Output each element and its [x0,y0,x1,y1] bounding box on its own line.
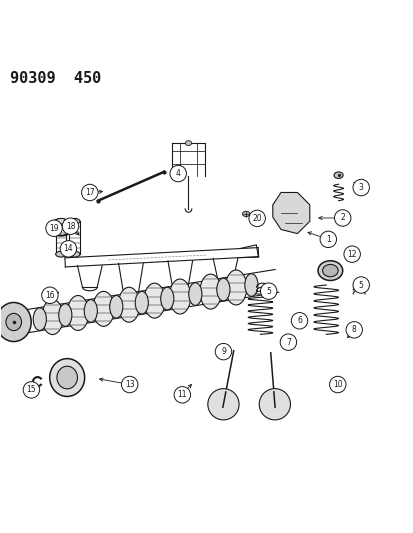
Circle shape [248,210,265,227]
Circle shape [352,179,368,196]
Circle shape [319,231,336,248]
Polygon shape [272,192,309,233]
Ellipse shape [333,172,342,179]
Ellipse shape [57,366,77,389]
Circle shape [260,283,276,300]
Ellipse shape [160,287,173,310]
Ellipse shape [59,304,72,326]
Ellipse shape [225,270,246,305]
Ellipse shape [109,295,123,318]
Circle shape [215,343,231,360]
Text: 9: 9 [221,347,225,356]
Ellipse shape [69,219,80,224]
Text: 4: 4 [176,169,180,178]
Circle shape [60,240,76,257]
Text: 8: 8 [351,325,356,334]
Circle shape [42,287,58,303]
Text: 18: 18 [66,222,75,231]
Ellipse shape [317,261,342,280]
Circle shape [81,184,98,201]
Ellipse shape [55,219,66,224]
Circle shape [352,277,368,293]
Ellipse shape [216,278,229,301]
Circle shape [280,334,296,350]
Text: 15: 15 [26,385,36,394]
Ellipse shape [67,295,88,330]
Text: 90309  450: 90309 450 [9,71,101,86]
Ellipse shape [188,282,202,305]
Circle shape [343,246,359,262]
Text: 11: 11 [177,390,187,399]
Ellipse shape [93,292,114,326]
Circle shape [170,165,186,182]
Text: 5: 5 [266,287,271,296]
Text: 3: 3 [358,183,363,192]
Text: 17: 17 [85,188,95,197]
Ellipse shape [244,274,257,296]
Ellipse shape [322,264,337,277]
Circle shape [62,218,78,235]
Ellipse shape [169,279,190,314]
Ellipse shape [135,292,148,314]
Text: 12: 12 [347,249,356,259]
Ellipse shape [118,287,139,322]
Ellipse shape [55,251,66,257]
Text: 16: 16 [45,291,55,300]
Ellipse shape [50,359,84,397]
Ellipse shape [143,283,165,318]
Circle shape [121,376,138,393]
Text: 6: 6 [297,316,301,325]
Ellipse shape [242,211,249,216]
Circle shape [259,389,290,420]
Circle shape [334,210,350,226]
Circle shape [46,220,62,237]
Text: 2: 2 [339,214,344,222]
Ellipse shape [33,308,46,330]
Circle shape [174,386,190,403]
Text: 14: 14 [64,244,73,253]
Ellipse shape [69,251,80,257]
Text: 10: 10 [332,380,342,389]
Circle shape [291,312,307,329]
Text: 19: 19 [49,224,59,233]
Ellipse shape [84,300,97,322]
Text: 5: 5 [358,280,363,289]
Ellipse shape [185,141,191,146]
Ellipse shape [42,300,63,335]
Ellipse shape [6,313,21,330]
Text: 13: 13 [125,380,134,389]
Circle shape [329,376,345,393]
Ellipse shape [199,274,221,309]
Text: 20: 20 [252,214,261,223]
Circle shape [23,382,40,398]
Ellipse shape [0,303,31,342]
Text: 1: 1 [325,235,330,244]
Text: 7: 7 [285,338,290,346]
Circle shape [207,389,238,420]
Circle shape [345,321,361,338]
